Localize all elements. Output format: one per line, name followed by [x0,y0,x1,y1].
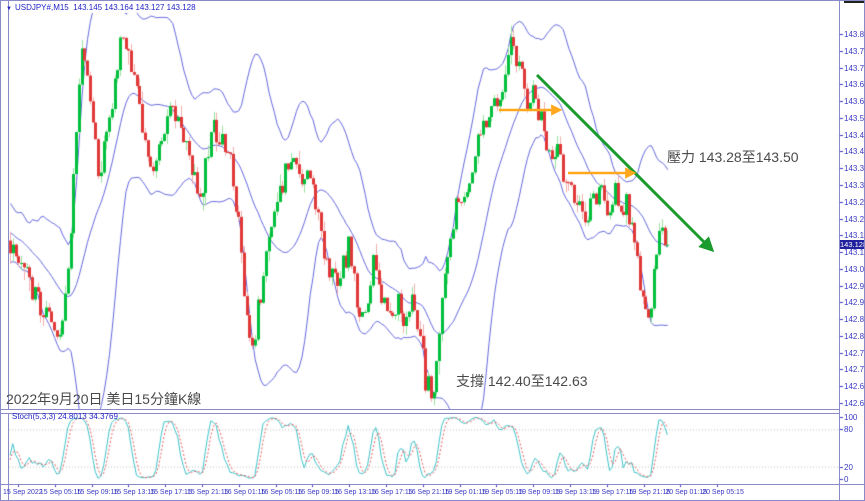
resistance-annotation[interactable]: 壓力 143.28至143.50 [667,149,799,165]
time-axis-label: 19 Sep 21:15 [628,489,671,496]
price-axis-label: 143.215 [844,214,865,224]
price-axis-label: 143.435 [844,147,865,157]
time-axis-label: 15 Sep 13:15 [113,489,156,496]
price-axis-label: 142.935 [844,298,865,308]
time-axis-label: 19 Sep 13:15 [555,489,597,496]
price-axis-label: 142.880 [844,315,865,325]
price-axis-label: 142.605 [844,399,865,408]
time-axis-label: 19 Sep 09:15 [518,489,560,496]
time-axis-label: 15 Sep 2022 [3,489,43,496]
support-annotation[interactable]: 支撐 142.40至142.63 [456,373,588,389]
price-axis-label: 143.105 [844,248,865,258]
price-axis-label: 143.550 [844,113,865,123]
time-axis-separator [1,484,864,485]
chart-title: ▼ USDJPY#,M15 143.145 143.164 143.127 143… [6,3,196,12]
stoch-axis-label: 100 [844,413,858,422]
price-axis-label: 143.270 [844,197,865,207]
price-axis-label: 143.770 [844,46,865,56]
stoch-name: Stoch(5,3,3) [12,412,56,421]
window-edge-mark [844,1,864,3]
time-axis-label: 16 Sep 21:15 [407,489,450,496]
time-axis-label: 15 Sep 09:15 [76,489,119,496]
current-price-tag: 143.128 [840,239,865,249]
price-axis-label: 143.325 [844,180,865,190]
chart-caption: 2022年9月20日 美日15分鐘K線 [6,391,202,407]
price-axis-label: 143.380 [844,164,865,174]
price-axis-label: 142.825 [844,331,865,341]
price-axis-label: 143.605 [844,97,865,107]
stoch-k-value: 24.8013 [57,412,87,421]
price-axis-label: 142.770 [844,348,865,358]
time-axis-label: 16 Sep 09:15 [297,489,340,496]
time-axis-label: 19 Sep 01:15 [444,489,487,496]
stoch-axis-label: 20 [844,462,853,472]
time-axis-label: 19 Sep 05:15 [481,489,524,496]
stoch-axis-label: 0 [844,475,849,484]
ohlc-values: 143.145 143.164 143.127 143.128 [73,3,196,12]
time-axis-label: 16 Sep 17:15 [371,489,413,496]
time-axis-label: 15 Sep 21:15 [187,489,229,496]
time-axis-label: 20 Sep 05:15 [702,489,744,496]
price-axis-label: 143.825 [844,30,865,39]
time-axis-label: 16 Sep 01:15 [223,489,266,496]
price-axis-label: 143.050 [844,264,865,274]
price-axis-label: 143.715 [844,63,865,73]
price-axis-separator [839,1,840,500]
stochastic-label: Stoch(5,3,3) 24.8013 34.3769 [12,412,118,421]
price-axis-label: 142.660 [844,382,865,392]
price-axis-label: 143.495 [844,130,865,140]
stoch-axis-label: 80 [844,425,853,435]
time-axis-label: 19 Sep 17:15 [591,489,634,496]
price-axis-label: 143.160 [844,231,865,241]
time-axis-label: 15 Sep 05:15 [39,489,82,496]
time-axis-label: 20 Sep 01:15 [665,489,708,496]
time-axis-label: 15 Sep 17:15 [150,489,192,496]
collapse-triangle-icon[interactable]: ▼ [6,6,12,12]
stoch-d-value: 34.3769 [88,412,118,421]
price-axis-label: 142.990 [844,281,865,291]
price-axis-label: 143.660 [844,80,865,90]
symbol-timeframe: USDJPY#,M15 [14,3,69,12]
panel-divider[interactable] [1,409,839,414]
price-axis-label: 142.715 [844,365,865,375]
time-axis-label: 16 Sep 13:15 [334,489,376,496]
left-frame-line [8,1,9,500]
time-axis-label: 16 Sep 05:15 [260,489,303,496]
